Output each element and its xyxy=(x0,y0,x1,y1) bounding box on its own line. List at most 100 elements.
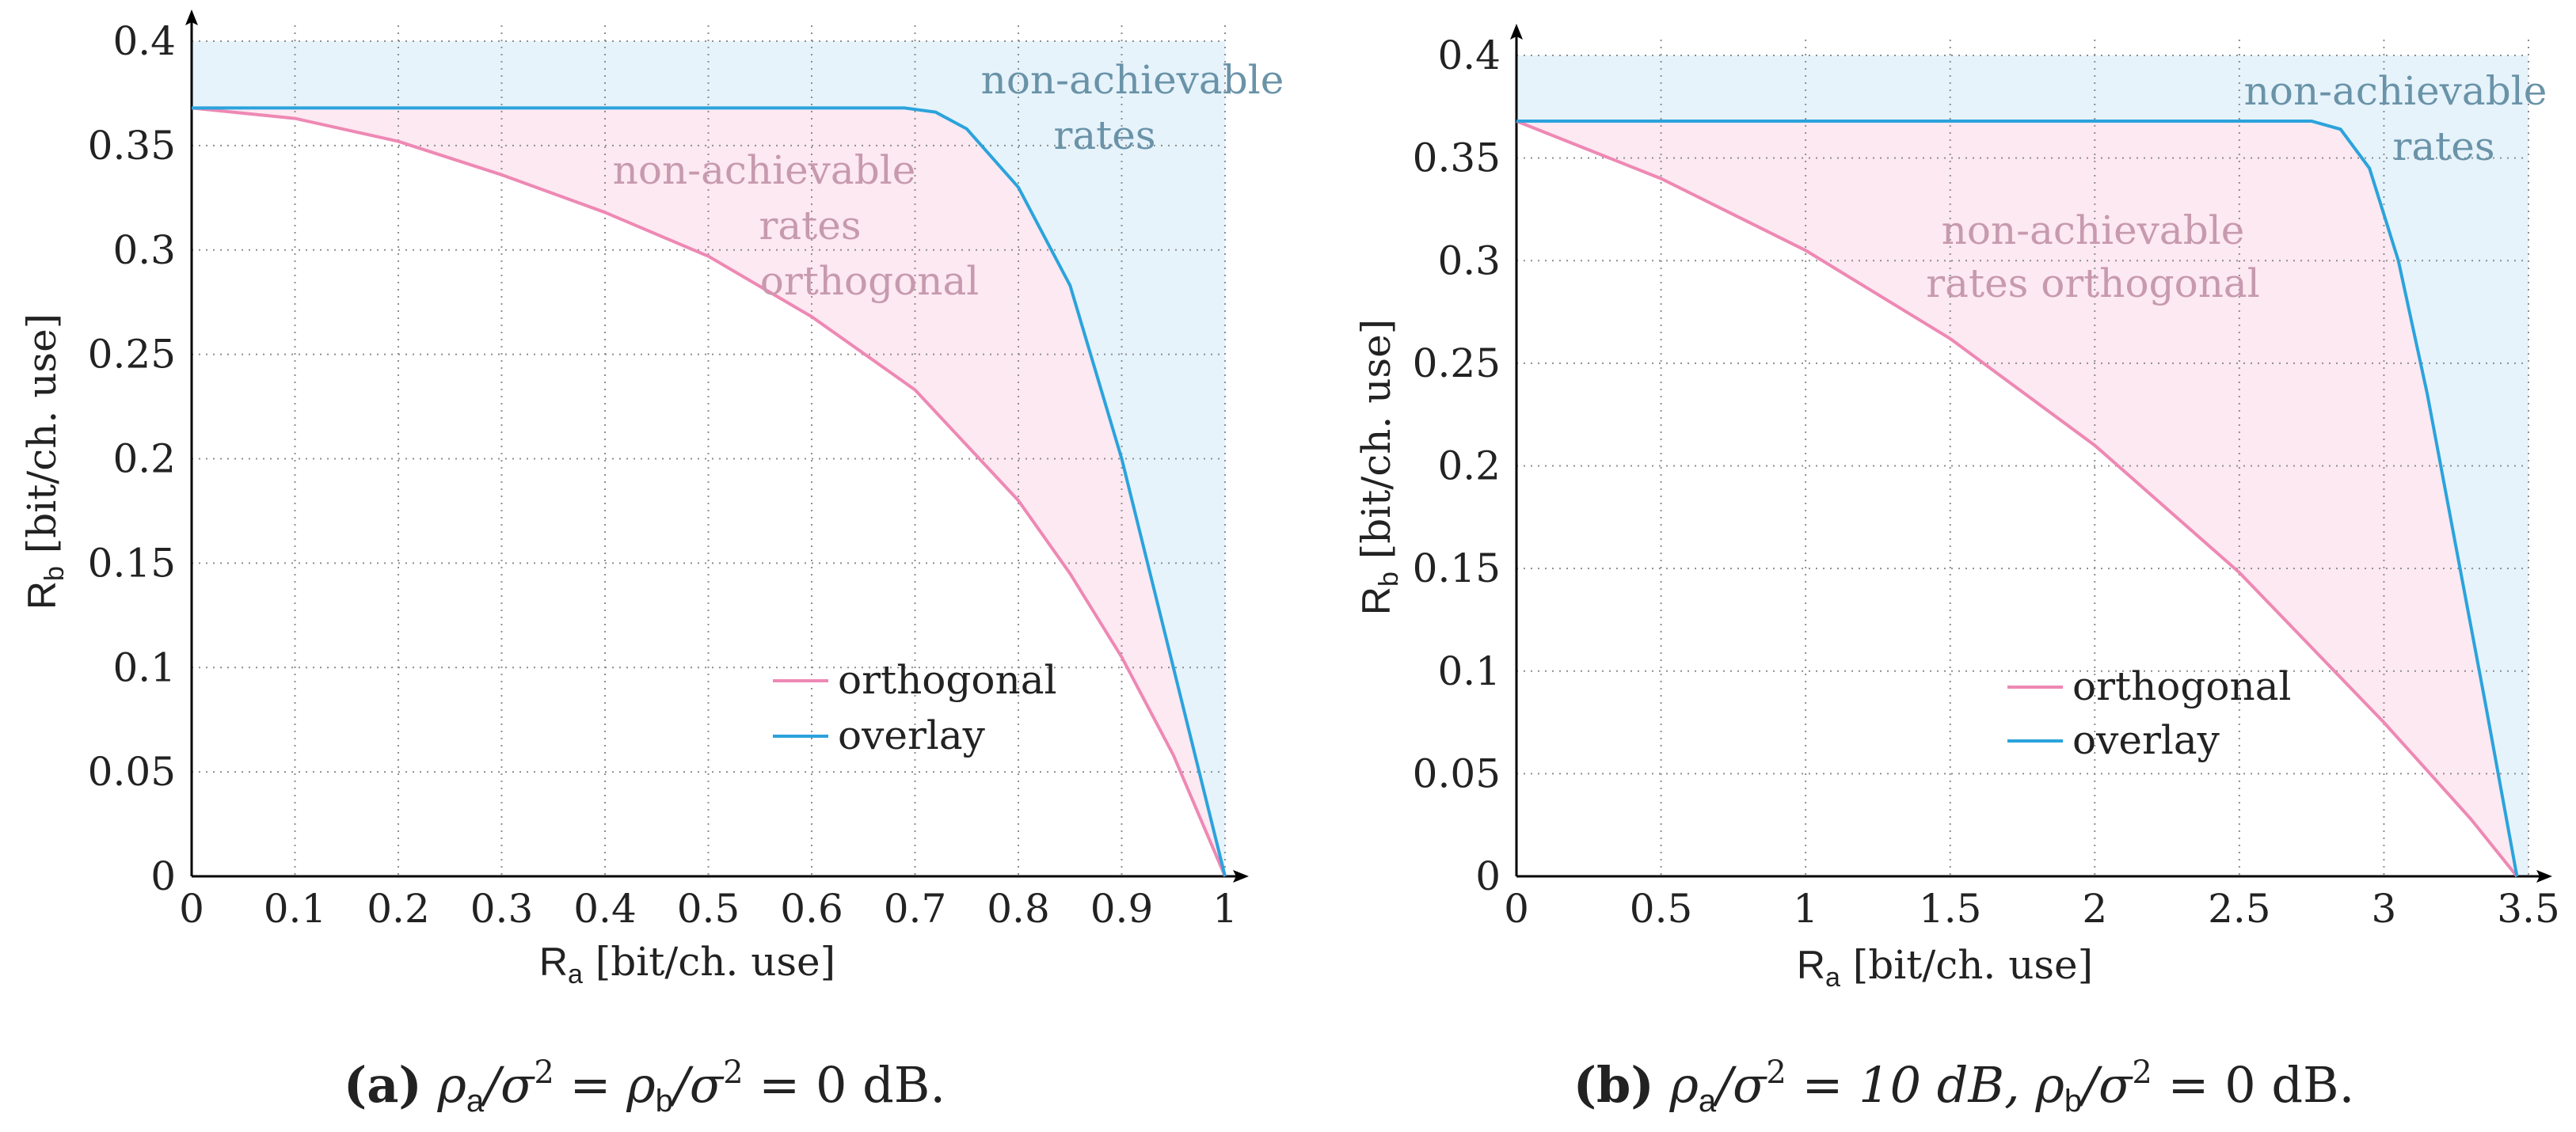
legend-label-overlay: overlay xyxy=(2072,717,2220,763)
overlay-region-label-line-2: rates xyxy=(1053,112,1155,158)
y-tick-label: 0.15 xyxy=(88,540,176,586)
y-tick-label: 0.35 xyxy=(88,123,176,169)
orthogonal-region-label-line-2: rates xyxy=(759,203,861,249)
axes xyxy=(1510,24,2552,883)
x-tick-label: 1.5 xyxy=(1919,886,1982,932)
legend-label-orthogonal: orthogonal xyxy=(2072,663,2292,709)
y-axis-label-unit: [bit/ch. use] xyxy=(1353,319,1399,572)
orthogonal-series-line xyxy=(1516,120,2518,878)
caption-a-part: 2 xyxy=(723,1054,743,1091)
y-axis-label-sub: b xyxy=(40,566,70,581)
orthogonal-region-fill xyxy=(1516,121,2517,876)
y-tick-label: 0.3 xyxy=(1437,237,1501,283)
overlay-region-label-line-2: rates xyxy=(2392,123,2494,169)
y-tick-label: 0.15 xyxy=(1413,545,1501,591)
caption-b-part: = 10 dB, ρ xyxy=(1786,1056,2064,1114)
caption-b-part: /σ xyxy=(2078,1056,2133,1114)
x-axis-label: Ra [bit/ch. use] xyxy=(1797,942,2093,993)
x-tick-label: 0.9 xyxy=(1090,886,1154,932)
overlay-region-label-line-1: non-achievable xyxy=(2244,68,2547,114)
x-axis-label-unit: [bit/ch. use] xyxy=(583,939,835,985)
caption-a-part: /σ xyxy=(480,1056,535,1114)
x-tick-labels: 0 0.1 0.2 0.3 0.4 0.5 0.6 0.7 0.8 0.9 1 xyxy=(179,886,1238,932)
y-axis-label-main: R xyxy=(1354,587,1398,615)
y-tick-label: 0.1 xyxy=(1437,648,1501,694)
x-axis-arrow xyxy=(1233,870,1249,883)
x-axis-label-unit: [bit/ch. use] xyxy=(1840,942,2093,988)
y-tick-label: 0.2 xyxy=(112,436,176,482)
x-tick-label: 0 xyxy=(179,886,204,932)
x-tick-label: 3.5 xyxy=(2497,886,2560,932)
caption-a-part: b xyxy=(656,1084,673,1119)
y-axis-label-unit: [bit/ch. use] xyxy=(19,313,65,566)
y-tick-labels: 0 0.05 0.1 0.15 0.2 0.25 0.3 0.35 0.4 xyxy=(1413,32,1501,899)
caption-b-part: 2 xyxy=(2132,1054,2152,1091)
legend: orthogonal overlay xyxy=(773,657,1057,758)
x-tick-label: 0.4 xyxy=(573,886,637,932)
x-tick-label: 0.2 xyxy=(367,886,430,932)
caption-b-part: /σ xyxy=(1712,1056,1767,1114)
caption-b-part: b xyxy=(2064,1084,2082,1119)
caption-a-part: a xyxy=(466,1084,485,1119)
caption-a-part: ρ xyxy=(436,1056,466,1114)
y-axis-label-main: R xyxy=(20,581,64,610)
caption-a-label: (a) xyxy=(344,1056,422,1114)
y-tick-labels: 0 0.05 0.1 0.15 0.2 0.25 0.3 0.35 0.4 xyxy=(88,18,176,899)
x-tick-label: 0.1 xyxy=(264,886,327,932)
x-axis-arrow xyxy=(2536,870,2552,883)
caption-a-part: = ρ xyxy=(554,1056,656,1114)
orthogonal-region-label-line-1: non-achievable xyxy=(613,147,916,193)
overlay-region-label-line-1: non-achievable xyxy=(981,57,1284,103)
x-tick-label: 0.5 xyxy=(677,886,740,932)
y-tick-label: 0.2 xyxy=(1437,443,1501,489)
orthogonal-series-line xyxy=(191,106,1227,877)
orthogonal-region-label-line-2: rates orthogonal xyxy=(1926,260,2259,306)
orthogonal-region-fill xyxy=(192,108,1225,876)
caption-a-part: /σ xyxy=(669,1056,725,1114)
orthogonal-region-label-line-3: orthogonal xyxy=(760,258,980,304)
x-axis-label-sub: a xyxy=(1825,963,1840,993)
y-tick-label: 0.3 xyxy=(112,227,176,273)
overlay-region-fill xyxy=(1516,55,2528,876)
caption-b-part: 2 xyxy=(1766,1054,1786,1091)
y-tick-label: 0.4 xyxy=(1437,32,1501,78)
y-axis-label: Rb [bit/ch. use] xyxy=(19,313,70,610)
caption-a-part: = 0 dB. xyxy=(744,1056,946,1114)
caption-b-part: a xyxy=(1699,1084,1717,1119)
y-tick-label: 0.4 xyxy=(112,18,176,64)
chart-panel-b: 0 0.5 1 1.5 2 2.5 3 3.5 00.050.10.150.20.250.30… xyxy=(1353,24,2560,1119)
x-tick-label: 0.7 xyxy=(884,886,947,932)
x-tick-label: 1 xyxy=(1212,886,1238,932)
caption-b: (b) ρa/σ2 = 10 dB, ρb/σ2 = 0 dB. xyxy=(1573,1054,2355,1119)
x-tick-label: 2.5 xyxy=(2208,886,2271,932)
overlay-series-line xyxy=(192,106,1227,877)
y-axis-label-sub: b xyxy=(1374,572,1404,587)
caption-b-part: = 0 dB. xyxy=(2152,1056,2354,1114)
x-axis-label-main: R xyxy=(1797,943,1825,987)
overlay-region-fill xyxy=(192,41,1225,876)
y-tick-label: 0.25 xyxy=(88,332,176,378)
y-tick-label: 0 xyxy=(1475,853,1501,899)
y-tick-label: 0.05 xyxy=(88,749,176,795)
y-axis-arrow xyxy=(185,9,198,25)
x-tick-label: 0.8 xyxy=(987,886,1050,932)
orthogonal-region-label-line-1: non-achievable xyxy=(1942,207,2245,253)
x-tick-label: 0 xyxy=(1504,886,1529,932)
x-tick-label: 3 xyxy=(2372,886,2397,932)
y-tick-label: 0.1 xyxy=(112,644,176,690)
x-axis-label-main: R xyxy=(539,940,568,984)
caption-b-part: ρ xyxy=(1669,1056,1698,1114)
axes xyxy=(185,9,1249,883)
x-tick-label: 0.6 xyxy=(780,886,843,932)
caption-a-part: 2 xyxy=(534,1054,554,1091)
y-tick-label: 0.35 xyxy=(1413,135,1501,181)
x-tick-labels: 0 0.5 1 1.5 2 2.5 3 3.5 xyxy=(1504,886,2560,932)
legend: orthogonal overlay xyxy=(2007,663,2292,763)
x-axis-label: Ra [bit/ch. use] xyxy=(539,939,835,990)
grid xyxy=(192,25,1226,876)
caption-b-label: (b) xyxy=(1573,1056,1654,1114)
chart-panel-a: 0 0.1 0.2 0.3 0.4 0.5 0.6 0.7 0.8 0.9 1 0 0.05 0.1 0.… xyxy=(19,9,1284,1119)
y-axis-label: Rb [bit/ch. use] xyxy=(1353,319,1404,615)
y-tick-label: 0.05 xyxy=(1413,750,1501,796)
y-tick-label: 0.25 xyxy=(1413,340,1501,386)
